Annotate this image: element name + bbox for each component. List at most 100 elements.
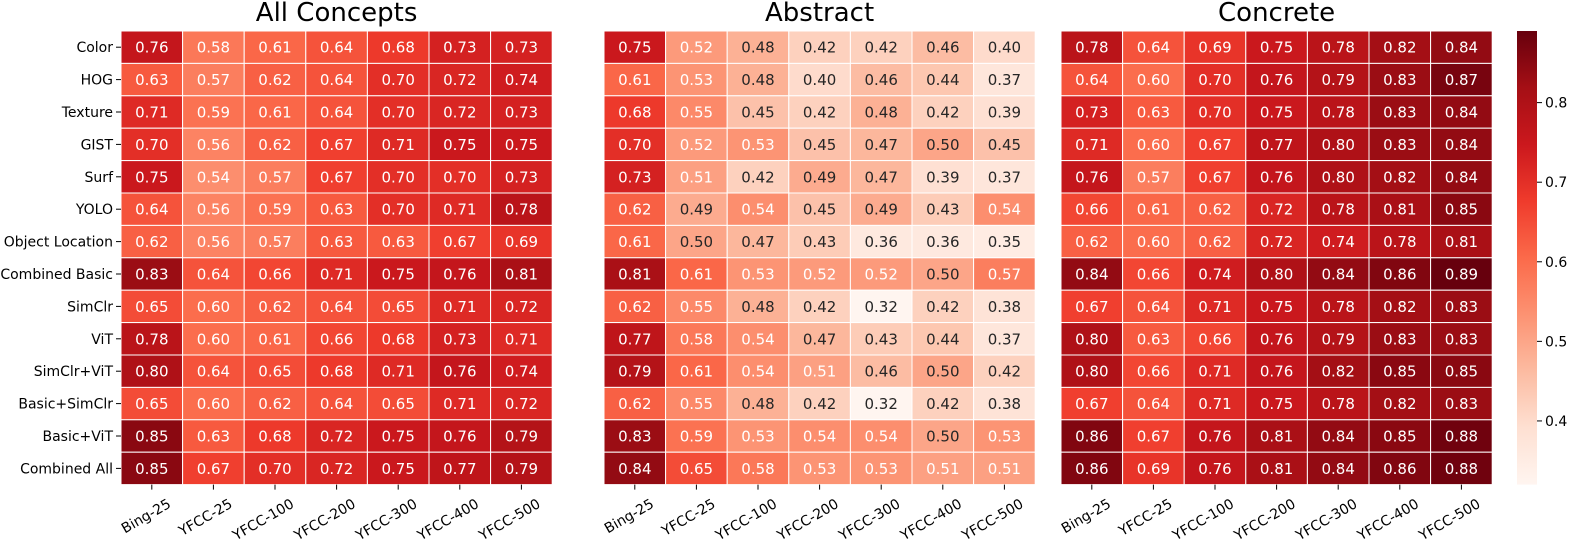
heatmap-cell: [243, 354, 307, 388]
cell-value-label: 0.67: [1075, 298, 1108, 316]
cell-value-label: 0.50: [926, 428, 959, 446]
row-label: YOLO: [75, 202, 113, 218]
cell-value-label: 0.89: [1445, 266, 1478, 284]
heatmap-cell: [665, 224, 728, 259]
cell-value-label: 0.49: [680, 201, 713, 219]
cell-value-label: 0.57: [988, 266, 1021, 284]
cell-value-label: 0.64: [320, 298, 353, 316]
cell-value-label: 0.76: [1260, 363, 1293, 381]
cell-value-label: 0.64: [1137, 39, 1170, 57]
heatmap-cell: [849, 30, 913, 64]
heatmap-panel: Abstract 0.75 0.52 0.48 0.42 0.42 0.46 0.40 0.61…: [602, 0, 1036, 545]
heatmap-cell: [182, 354, 245, 388]
cell-value-label: 0.78: [135, 330, 168, 348]
cell-value-label: 0.58: [197, 39, 230, 57]
heatmap-cell: [1183, 224, 1247, 259]
cell-value-label: 0.42: [926, 395, 959, 413]
cell-value-label: 0.53: [741, 266, 774, 284]
cell-value-label: 0.61: [258, 104, 291, 122]
colorbar-tick-label: 0.6: [1545, 255, 1567, 271]
heatmap-cell: [490, 127, 553, 162]
cell-value-label: 0.84: [1445, 136, 1478, 154]
cell-value-label: 0.50: [926, 266, 959, 284]
column-label: YFCC-500: [1416, 496, 1484, 544]
column-label: YFCC-25: [1115, 496, 1175, 540]
panel-title: Abstract: [765, 0, 874, 28]
heatmap-cell: [243, 289, 307, 324]
heatmap-cell: [665, 451, 728, 486]
cell-value-label: 0.65: [258, 363, 291, 381]
cell-value-label: 0.42: [803, 104, 836, 122]
cell-value-label: 0.61: [258, 330, 291, 348]
heatmap-cell: [305, 322, 368, 356]
heatmap-cell: [1060, 127, 1124, 162]
column-label: YFCC-200: [291, 496, 359, 544]
cell-value-label: 0.69: [505, 233, 538, 251]
cell-value-label: 0.76: [135, 39, 168, 57]
heatmap-cell: [1060, 160, 1124, 194]
heatmap-cell: [1306, 160, 1370, 194]
cell-value-label: 0.73: [443, 39, 476, 57]
heatmap-cell: [788, 192, 851, 226]
cell-value-label: 0.43: [926, 201, 959, 219]
cell-value-label: 0.80: [1260, 266, 1293, 284]
cell-value-label: 0.76: [1075, 168, 1108, 186]
heatmap-cell: [1430, 30, 1493, 64]
row-label: Basic+SimClr: [18, 397, 113, 413]
cell-value-label: 0.54: [988, 201, 1021, 219]
cell-value-label: 0.67: [1075, 395, 1108, 413]
cell-value-label: 0.78: [1383, 233, 1416, 251]
cell-value-label: 0.60: [197, 395, 230, 413]
heatmap-cell: [120, 224, 184, 259]
cell-value-label: 0.77: [443, 460, 476, 478]
cell-value-label: 0.73: [505, 104, 538, 122]
column-label: YFCC-25: [658, 496, 718, 540]
cell-value-label: 0.47: [864, 168, 897, 186]
cell-value-label: 0.56: [197, 136, 230, 154]
heatmap-cell: [120, 30, 184, 64]
cell-value-label: 0.54: [197, 168, 230, 186]
cell-value-label: 0.76: [1260, 168, 1293, 186]
colorbar: 0.4 0.5 0.6 0.7 0.8: [1517, 31, 1567, 485]
cell-value-label: 0.47: [741, 233, 774, 251]
cell-value-label: 0.77: [618, 330, 651, 348]
cell-value-label: 0.72: [320, 428, 353, 446]
cell-value-label: 0.65: [135, 395, 168, 413]
heatmap-cell: [973, 30, 1036, 64]
cell-value-label: 0.54: [803, 428, 836, 446]
row-label: Texture: [61, 105, 113, 121]
cell-value-label: 0.69: [1198, 39, 1231, 57]
heatmap-cell: [305, 257, 368, 291]
cell-value-label: 0.64: [1137, 298, 1170, 316]
cell-value-label: 0.76: [1260, 330, 1293, 348]
cell-value-label: 0.82: [1321, 363, 1354, 381]
heatmap-cell: [243, 322, 307, 356]
heatmap-cell: [911, 30, 975, 64]
cell-value-label: 0.86: [1383, 460, 1416, 478]
heatmap-cell: [1306, 257, 1370, 291]
heatmap-cell: [603, 224, 667, 259]
cell-value-label: 0.57: [258, 168, 291, 186]
heatmap-cell: [305, 386, 368, 421]
cell-value-label: 0.46: [864, 71, 897, 89]
heatmap-cell: [1306, 451, 1370, 486]
column-label: YFCC-400: [414, 496, 482, 544]
heatmap-cell: [726, 95, 790, 129]
heatmap-cell: [973, 192, 1036, 226]
heatmap-cell: [120, 127, 184, 162]
cell-value-label: 0.76: [443, 428, 476, 446]
cell-value-label: 0.73: [618, 168, 651, 186]
cell-value-label: 0.65: [680, 460, 713, 478]
cell-value-label: 0.63: [135, 71, 168, 89]
heatmap-cell: [1306, 192, 1370, 226]
cell-value-label: 0.64: [320, 395, 353, 413]
cell-value-label: 0.71: [1198, 298, 1231, 316]
row-label: SimClr: [67, 299, 113, 315]
cell-value-label: 0.81: [1260, 460, 1293, 478]
row-label: ViT: [91, 332, 113, 348]
heatmap-cell: [973, 289, 1036, 324]
cell-value-label: 0.83: [1383, 330, 1416, 348]
heatmap-cell: [120, 322, 184, 356]
heatmap-cell: [911, 419, 975, 453]
heatmap-cell: [788, 419, 851, 453]
